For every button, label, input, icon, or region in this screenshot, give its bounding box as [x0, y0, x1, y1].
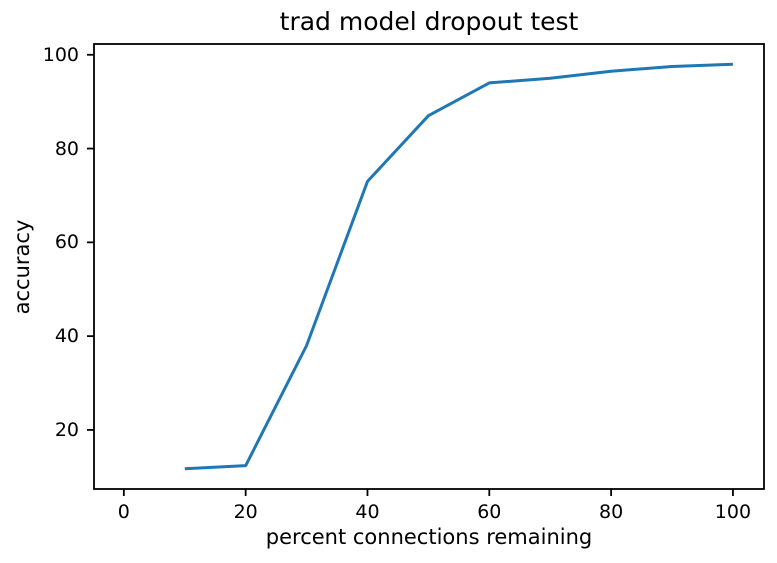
- x-tick-label: 60: [477, 501, 502, 523]
- chart-title: trad model dropout test: [279, 7, 579, 36]
- y-tick-label: 100: [42, 43, 79, 66]
- x-tick-label: 80: [599, 501, 624, 523]
- y-tick-label: 60: [54, 231, 79, 254]
- x-tick-label: 0: [117, 501, 130, 523]
- x-tick-label: 40: [355, 501, 380, 523]
- y-tick-label: 40: [54, 325, 79, 348]
- y-tick-label: 80: [54, 137, 79, 160]
- accuracy-line-series: [184, 62, 733, 471]
- x-tick-label: 100: [714, 501, 752, 523]
- x-tick-label: 20: [233, 501, 258, 523]
- axes-spines: [93, 43, 765, 490]
- y-tick-label: 20: [54, 418, 79, 441]
- x-axis-label: percent connections remaining: [265, 525, 593, 549]
- y-axis-label: accuracy: [10, 219, 34, 315]
